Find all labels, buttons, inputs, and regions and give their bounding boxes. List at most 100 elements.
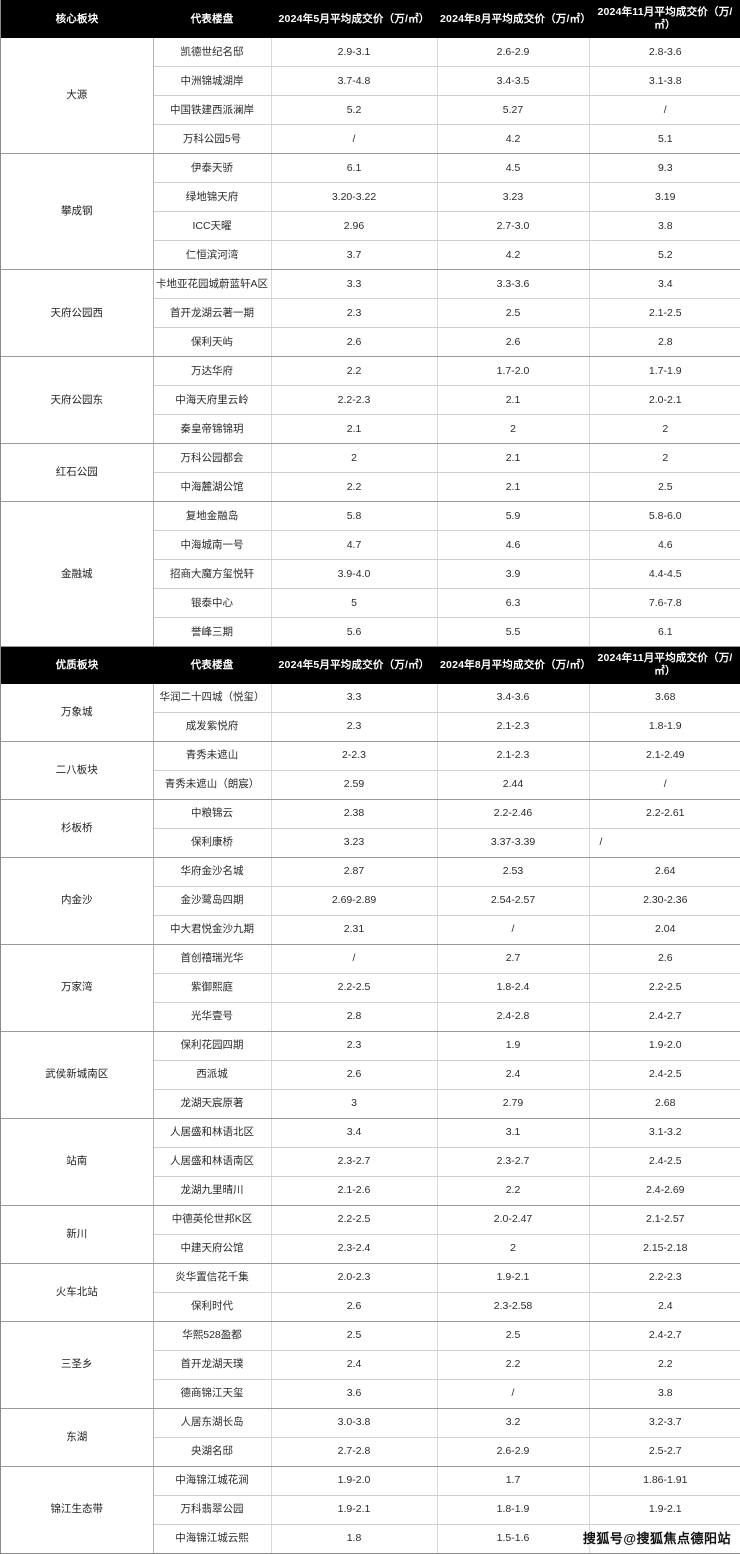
table-row: 誉峰三期 5.6 5.5 6.1 [1, 617, 740, 648]
price-cell-nov: 5.2 [589, 240, 740, 271]
project-name-cell: 西派城 [153, 1060, 272, 1090]
price-cell-aug: 2 [437, 414, 590, 445]
header-cell-project: 代表楼盘 [153, 646, 271, 684]
table-row: 央湖名邸 2.7-2.8 2.6-2.9 2.5-2.7 [1, 1437, 740, 1467]
price-cell-may: 2.2-2.5 [271, 973, 438, 1003]
price-cell-nov: 9.3 [589, 153, 740, 184]
table-row: 三圣乡 华熙528盈都 2.5 2.5 2.4-2.7 [1, 1321, 740, 1409]
table-row: 保利时代 2.6 2.3-2.58 2.4 [1, 1292, 740, 1322]
project-name-cell: 保利花园四期 [153, 1031, 272, 1061]
sector-cell: 新川 [1, 1205, 154, 1264]
price-cell-may: / [271, 124, 438, 155]
table-row: 龙湖九里晴川 2.1-2.6 2.2 2.4-2.69 [1, 1176, 740, 1206]
price-cell-aug: 2.6 [437, 327, 590, 358]
project-name-cell: 绿地锦天府 [153, 182, 272, 213]
price-cell-aug: 2.2 [437, 1176, 590, 1206]
price-cell-may: 2.2-2.5 [271, 1205, 438, 1235]
project-name-cell: 万科公园5号 [153, 124, 272, 155]
project-name-cell: 人居东湖长岛 [153, 1408, 272, 1438]
price-cell-nov: 2 [589, 443, 740, 474]
price-cell-aug: 2.3-2.58 [437, 1292, 590, 1322]
price-cell-aug: 2.1-2.3 [437, 741, 590, 771]
table-row: 中大君悦金沙九期 2.31/2.04 [1, 915, 740, 945]
price-cell-aug: 4.2 [437, 124, 590, 155]
price-cell-nov: 2.4 [589, 1292, 740, 1322]
price-cell-may: 2.0-2.3 [271, 1263, 438, 1293]
price-cell-aug: 2.5 [437, 298, 590, 329]
price-cell-may: 2-2.3 [271, 741, 438, 771]
price-cell-may: 3.3 [271, 683, 438, 713]
sector-cell: 武侯新城南区 [1, 1031, 154, 1119]
price-cell-nov: 2.2-2.5 [589, 973, 740, 1003]
price-cell-aug: 2.4 [437, 1060, 590, 1090]
project-name-cell: 首创禧瑞光华 [153, 944, 272, 974]
project-name-cell: 德商锦江天玺 [153, 1379, 272, 1409]
price-cell-nov: 3.8 [589, 211, 740, 242]
table-row: 西派城 2.6 2.4 2.4-2.5 [1, 1060, 740, 1090]
sector-cell: 万象城 [1, 683, 154, 742]
price-cell-nov: 2.8-3.6 [589, 38, 740, 68]
price-cell-may: 2.1-2.6 [271, 1176, 438, 1206]
project-name-cell: 青秀未遮山 [153, 741, 272, 771]
price-cell-may: 5 [271, 588, 438, 619]
price-cell-may: 2.6 [271, 1060, 438, 1090]
project-name-cell: 保利康桥 [153, 828, 272, 858]
project-name-cell: 人居盛和林语北区 [153, 1118, 272, 1148]
sector-cell: 万家湾 [1, 944, 154, 1032]
table-row: 武侯新城南区 保利花园四期 2.3 1.9 1.9-2.0 [1, 1031, 740, 1119]
sector-cell: 金融城 [1, 501, 154, 648]
project-name-cell: 央湖名邸 [153, 1437, 272, 1467]
price-cell-may: 2.38 [271, 799, 438, 829]
price-cell-aug: 3.1 [437, 1118, 590, 1148]
table-row: 攀成钢 伊泰天骄 6.1 4.5 9.3 [1, 153, 740, 271]
project-name-cell: 仁恒滨河湾 [153, 240, 272, 271]
header-cell-nov: 2024年11月平均成交价（万/㎡） [589, 646, 740, 684]
table-header-row-premium: 优质板块 代表楼盘 2024年5月平均成交价（万/㎡） 2024年8月平均成交价（万/… [1, 646, 740, 684]
price-cell-may: 3.0-3.8 [271, 1408, 438, 1438]
header-cell-may: 2024年5月平均成交价（万/㎡） [271, 646, 437, 684]
table-row: 天府公园东 万达华府 2.2 1.7-2.0 1.7-1.9 [1, 356, 740, 445]
price-cell-nov: 2.1-2.49 [589, 741, 740, 771]
project-name-cell: 万达华府 [153, 356, 272, 387]
price-cell-aug: 3.4-3.5 [437, 66, 590, 97]
project-name-cell: 中海锦江城云熙 [153, 1524, 272, 1553]
table-row: 杉板桥 中粮锦云 2.38 2.2-2.46 2.2-2.61 [1, 799, 740, 858]
price-cell-may: 5.6 [271, 617, 438, 648]
sector-cell: 锦江生态带 [1, 1466, 154, 1553]
project-name-cell: 华熙528盈都 [153, 1321, 272, 1351]
price-cell-aug: 5.9 [437, 501, 590, 532]
price-cell-aug: 2.7 [437, 944, 590, 974]
price-cell-may: 3.7 [271, 240, 438, 271]
price-cell-nov: 2.5 [589, 472, 740, 503]
price-cell-aug: 2.1 [437, 472, 590, 503]
table-row: 中建天府公馆 2.3-2.4 2 2.15-2.18 [1, 1234, 740, 1264]
price-cell-may: / [271, 944, 438, 974]
price-cell-aug: 3.23 [437, 182, 590, 213]
price-cell-may: 3 [271, 1089, 438, 1119]
price-cell-may: 2.4 [271, 1350, 438, 1380]
price-cell-nov: 2 [589, 414, 740, 445]
price-cell-nov: 1.7-1.9 [589, 356, 740, 387]
price-cell-aug: / [437, 915, 590, 945]
price-cell-may: 2.6 [271, 1292, 438, 1322]
price-cell-nov: 3.68 [589, 683, 740, 713]
price-cell-nov: 2.2-2.61 [589, 799, 740, 829]
project-name-cell: 中大君悦金沙九期 [153, 915, 272, 945]
price-cell-aug: 4.6 [437, 530, 590, 561]
price-cell-may: 2.2-2.3 [271, 385, 438, 416]
price-cell-nov: 2.5-2.7 [589, 1437, 740, 1467]
project-name-cell: 青秀未遮山（朗宸） [153, 770, 272, 800]
project-name-cell: 秦皇帝锦锦玥 [153, 414, 272, 445]
table-row: 天府公园西 卡地亚花园城蔚蓝轩A区 3.3 3.3-3.6 3.4 [1, 269, 740, 358]
table-row: 成发紫悦府 2.3 2.1-2.3 1.8-1.9 [1, 712, 740, 742]
table-row: 中洲锦城湖岸 3.7-4.8 3.4-3.5 3.1-3.8 [1, 66, 740, 97]
price-cell-aug: 2.0-2.47 [437, 1205, 590, 1235]
project-name-cell: 华润二十四城（悦玺） [153, 683, 272, 713]
table-row: 光华壹号 2.8 2.4-2.8 2.4-2.7 [1, 1002, 740, 1032]
project-name-cell: 万科公园都会 [153, 443, 272, 474]
project-name-cell: 首开龙湖天璞 [153, 1350, 272, 1380]
table-row: 站南 人居盛和林语北区 3.4 3.1 3.1-3.2 [1, 1118, 740, 1206]
table-row: 招商大魔方玺悦轩 3.9-4.0 3.9 4.4-4.5 [1, 559, 740, 590]
price-cell-nov: 3.4 [589, 269, 740, 300]
